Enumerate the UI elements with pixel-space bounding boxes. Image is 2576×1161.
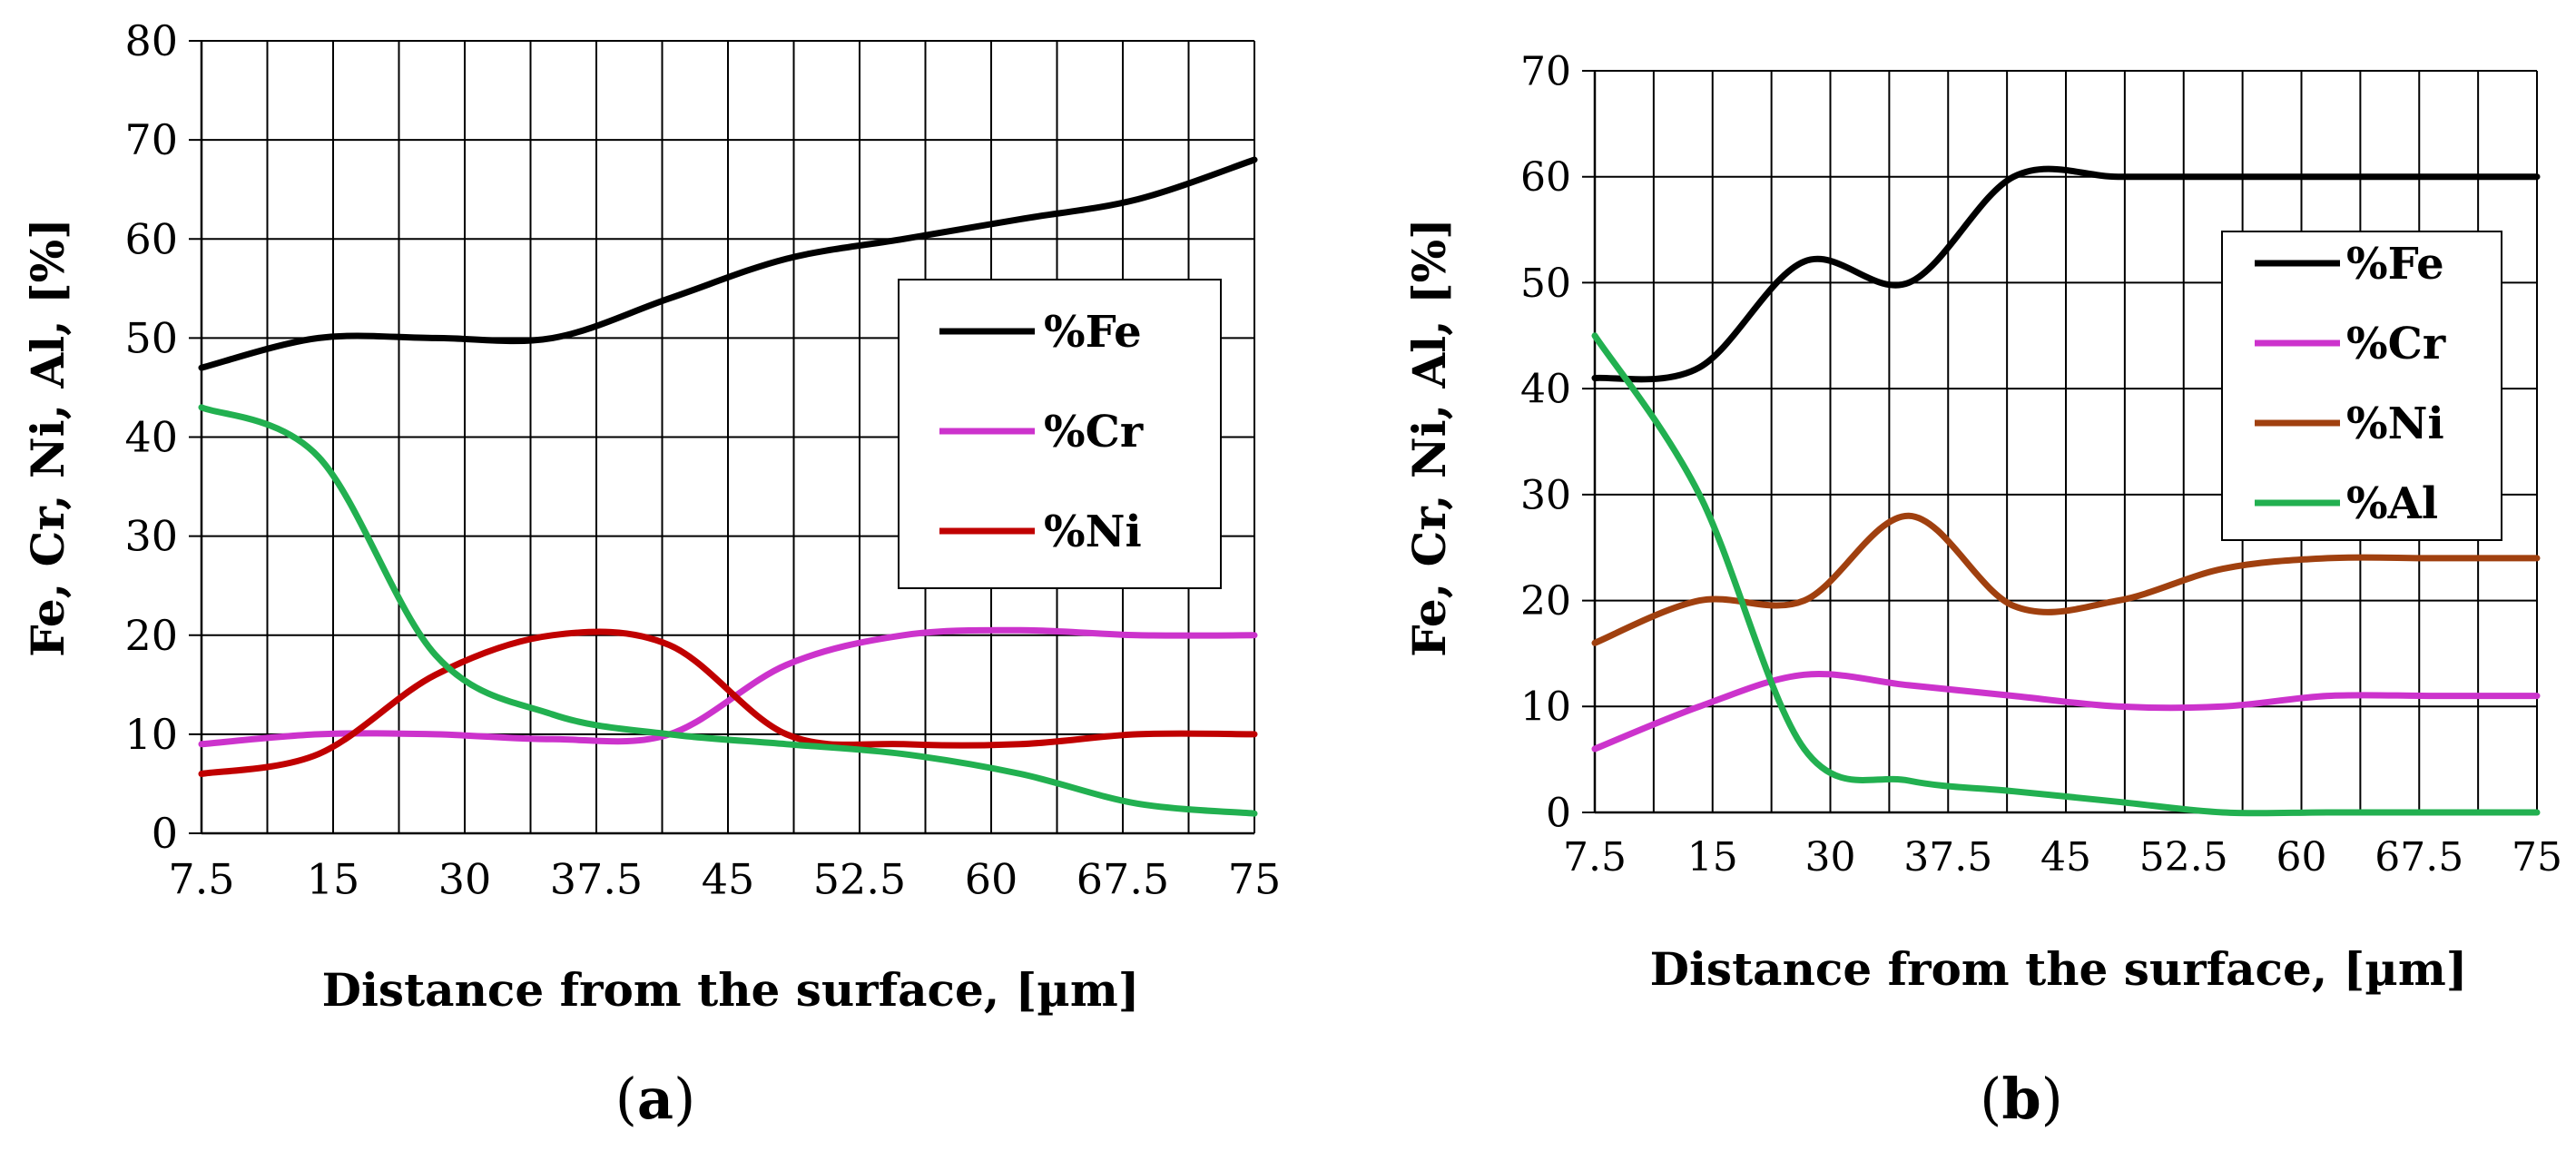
- x-axis-label-a: Distance from the surface, [µm]: [322, 963, 1140, 1017]
- x-axis-label-b: Distance from the surface, [µm]: [1650, 942, 2468, 996]
- y-tick-label: 70: [124, 115, 178, 164]
- x-tick-label: 7.5: [1563, 834, 1627, 881]
- x-tick-label: 67.5: [2374, 834, 2463, 881]
- y-tick-label: 40: [124, 413, 178, 462]
- y-axis-label-b: Fe, Cr, Ni, Al, [%]: [1402, 218, 1456, 657]
- panel-label-b: (b): [1980, 1066, 2063, 1132]
- x-tick-label: 60: [2276, 834, 2327, 881]
- x-tick-label: 67.5: [1077, 855, 1169, 904]
- x-tick-label: 45: [2040, 834, 2091, 881]
- legend-label-ni: %Ni: [1044, 507, 1142, 557]
- x-tick-label: 30: [1805, 834, 1856, 881]
- series-line-cr: [1591, 671, 2541, 753]
- legend-label-ni: %Ni: [2346, 398, 2444, 449]
- y-tick-label: 10: [124, 710, 178, 759]
- y-tick-label: 40: [1520, 367, 1571, 413]
- series-line-fe: [1591, 165, 2541, 383]
- y-tick-label: 0: [1546, 790, 1571, 836]
- legend-b: %Fe %Cr %Ni %Al: [2255, 239, 2446, 529]
- x-tick-label: 52.5: [813, 855, 906, 904]
- series-line-al: [198, 404, 1258, 817]
- y-tick-label: 80: [124, 16, 178, 65]
- legend-label-fe: %Fe: [2346, 239, 2444, 290]
- legend-a: %Fe %Cr %Ni: [939, 307, 1144, 557]
- y-tick-label: 30: [124, 512, 178, 561]
- series-layer-b: [1591, 165, 2541, 817]
- chart-panel-a: 0 10 20 30 40 50 60 70 80 7.5 15 30 37.5 45 52.5 60 67.5…: [21, 16, 1281, 1132]
- x-tick-label: 60: [965, 855, 1018, 904]
- y-tick-label: 70: [1520, 48, 1571, 94]
- ticks-b: 0 10 20 30 40 50 60 70 7.5 15 30 37.5 45 52.5 60 67.5 75: [1520, 48, 2562, 880]
- series-line-ni: [1591, 512, 2541, 646]
- y-tick-label: 20: [124, 611, 178, 660]
- legend-box-b: [2221, 231, 2502, 541]
- ticks-a: 0 10 20 30 40 50 60 70 80 7.5 15 30 37.5 45 52.5 60 67.5…: [124, 16, 1281, 904]
- y-tick-label: 50: [1520, 261, 1571, 307]
- legend-label-fe: %Fe: [1044, 307, 1142, 358]
- x-tick-label: 75: [2512, 834, 2562, 881]
- x-tick-label: 15: [307, 855, 360, 904]
- legend-label-cr: %Cr: [2346, 319, 2446, 369]
- y-tick-label: 10: [1520, 684, 1571, 731]
- chart-panel-b: 0 10 20 30 40 50 60 70 7.5 15 30 37.5 45 52.5 60 67.5 75…: [1402, 48, 2562, 1132]
- series-line-al: [1591, 332, 2541, 817]
- x-tick-label: 52.5: [2139, 834, 2228, 881]
- series-layer-a: [198, 156, 1258, 817]
- panel-label-a: (a): [615, 1066, 696, 1132]
- legend-label-al: %Al: [2346, 478, 2438, 529]
- x-tick-label: 15: [1687, 834, 1738, 881]
- series-line-cr: [198, 626, 1258, 748]
- y-tick-label: 20: [1520, 578, 1571, 625]
- x-tick-label: 37.5: [1903, 834, 1992, 881]
- y-tick-label: 60: [124, 214, 178, 263]
- series-line-fe: [198, 156, 1258, 371]
- legend-label-cr: %Cr: [1044, 407, 1144, 458]
- y-axis-label-a: Fe, Cr, Ni, Al, [%]: [21, 218, 74, 657]
- y-tick-label: 0: [152, 809, 178, 858]
- y-tick-label: 50: [124, 313, 178, 362]
- y-tick-label: 30: [1520, 472, 1571, 518]
- x-tick-label: 75: [1228, 855, 1282, 904]
- y-tick-label: 60: [1520, 154, 1571, 201]
- series-line-ni: [198, 628, 1258, 777]
- x-tick-label: 37.5: [550, 855, 643, 904]
- x-tick-label: 45: [702, 855, 755, 904]
- x-tick-label: 30: [438, 855, 492, 904]
- x-tick-label: 7.5: [168, 855, 234, 904]
